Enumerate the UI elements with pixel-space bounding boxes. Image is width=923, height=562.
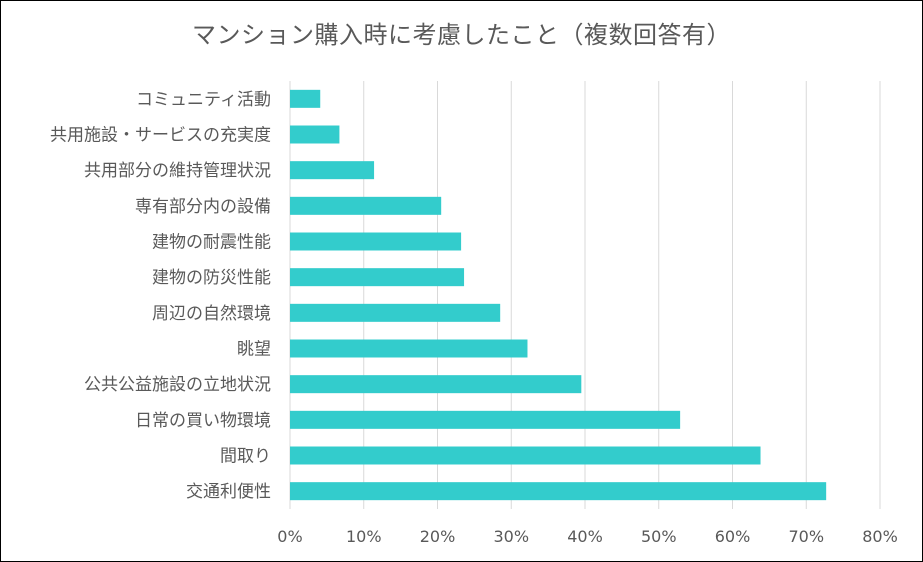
bar (290, 125, 340, 144)
category-label: 公共公益施設の立地状況 (84, 375, 271, 395)
bar (290, 482, 827, 501)
category-label: 共用施設・サービスの充実度 (50, 126, 271, 146)
bar (290, 446, 761, 465)
category-label: 周辺の自然環境 (152, 304, 271, 324)
x-tick-label: 30% (493, 527, 529, 546)
category-label: 建物の防災性能 (152, 268, 271, 288)
x-tick-labels: 0% 10% 20% 30% 40% 50% 60% 70% 80% (277, 527, 897, 546)
x-tick-label: 70% (788, 527, 824, 546)
category-label: 建物の耐震性能 (152, 233, 271, 253)
bar (290, 161, 375, 180)
x-tick-label: 10% (346, 527, 382, 546)
bar (290, 410, 681, 429)
bars (290, 89, 827, 501)
category-label: 共用部分の維持管理状況 (84, 161, 271, 181)
x-tick-label: 60% (715, 527, 751, 546)
x-tick-label: 20% (420, 527, 456, 546)
x-tick-label: 80% (862, 527, 898, 546)
category-label: 交通利便性 (186, 482, 271, 502)
category-label: 専有部分内の設備 (135, 197, 271, 217)
category-labels: コミュニティ活動共用施設・サービスの充実度共用部分の維持管理状況専有部分内の設備… (50, 90, 271, 502)
bar (290, 232, 462, 251)
category-label: 間取り (220, 447, 271, 467)
bar (290, 375, 582, 394)
bar (290, 303, 501, 322)
category-label: 日常の買い物環境 (135, 411, 271, 431)
gridlines (289, 81, 881, 509)
x-tick-label: 40% (567, 527, 603, 546)
bar (290, 196, 442, 215)
bar (290, 268, 465, 287)
bar (290, 339, 528, 358)
category-label: コミュニティ活動 (136, 90, 271, 110)
category-label: 眺望 (237, 340, 271, 360)
chart-title: マンション購入時に考慮したこと（複数回答有） (192, 21, 731, 49)
x-tick-label: 0% (277, 527, 302, 546)
bar (290, 89, 321, 108)
x-tick-label: 50% (641, 527, 677, 546)
